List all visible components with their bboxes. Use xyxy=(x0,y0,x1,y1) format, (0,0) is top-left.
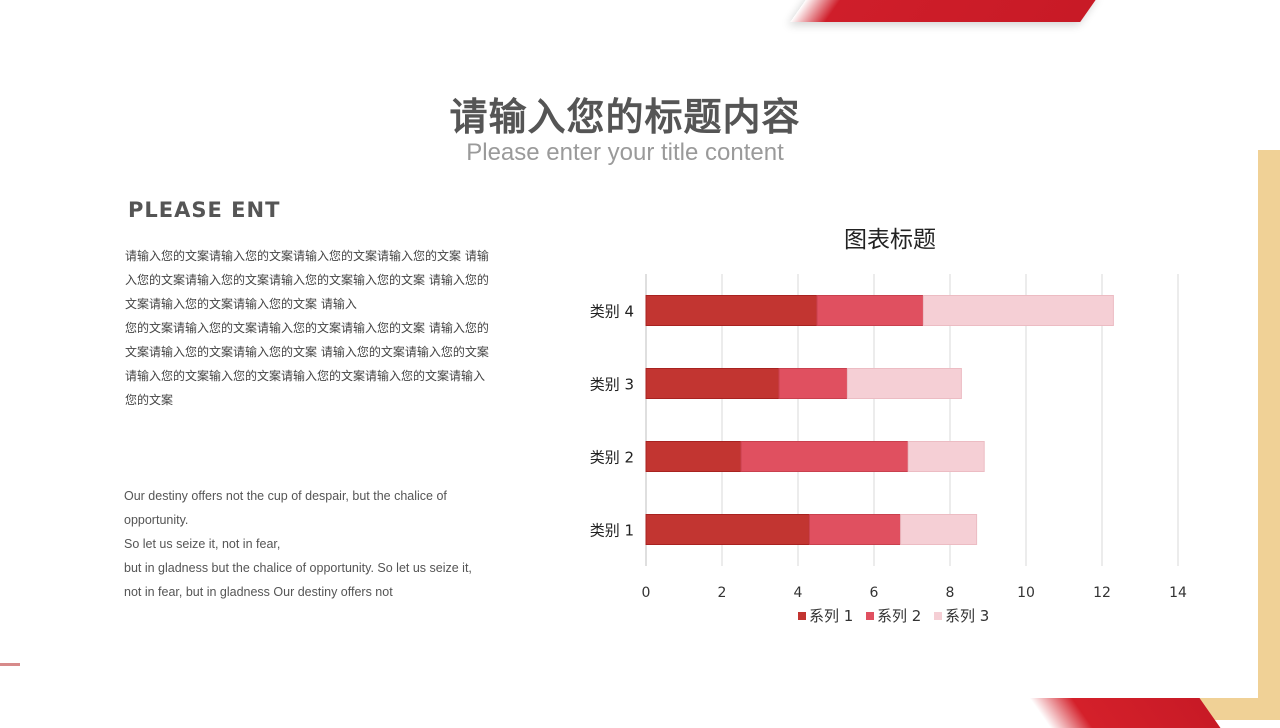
x-tick-label: 14 xyxy=(1169,585,1187,601)
x-tick-label: 2 xyxy=(718,585,727,601)
body-cn-line: 请输入您的文案输入您的文案请输入您的文案请输入您的文案请输入 xyxy=(125,369,486,383)
body-en-line: opportunity. xyxy=(124,513,189,527)
bar-2 xyxy=(778,368,848,399)
decor-bottom-red-stripe xyxy=(1029,698,1221,728)
category-label: 类别 1 xyxy=(590,522,634,540)
bar-1 xyxy=(645,368,780,399)
category-label: 类别 2 xyxy=(590,449,634,467)
legend-label: 系列 3 xyxy=(945,607,989,625)
decor-right-gold-stripe xyxy=(1258,150,1280,720)
category-label: 类别 3 xyxy=(590,376,634,394)
chart-container: 图表标题 0 2 4 6 8 10 12 14 类别 1 类别 2 类别 3 类别 4 系列 1 系列 2… xyxy=(560,210,1210,640)
body-text-cn: 请输入您的文案请输入您的文案请输入您的文案请输入您的文案 请输 入您的文案请输入… xyxy=(125,244,525,412)
bar-1 xyxy=(645,441,742,472)
legend-swatch xyxy=(934,612,942,620)
body-cn-line: 文案请输入您的文案请输入您的文案 请输入 xyxy=(125,297,357,311)
x-tick-label: 10 xyxy=(1017,585,1035,601)
body-en-line: not in fear, but in gladness Our destiny… xyxy=(124,585,393,599)
x-tick-label: 4 xyxy=(794,585,803,601)
legend-swatch xyxy=(866,612,874,620)
decor-top-red-stripe xyxy=(790,0,1100,22)
bar-3 xyxy=(846,368,962,399)
legend-swatch xyxy=(798,612,806,620)
body-cn-line: 您的文案 xyxy=(125,393,174,407)
stacked-bar-chart: 0 2 4 6 8 10 12 14 类别 1 类别 2 类别 3 类别 4 系列 1 系列 2 系列 3 xyxy=(590,274,1187,625)
legend-label: 系列 2 xyxy=(877,607,921,625)
x-tick-label: 12 xyxy=(1093,585,1111,601)
body-cn-line: 您的文案请输入您的文案请输入您的文案请输入您的文案 请输入您的 xyxy=(125,321,489,335)
bar-2 xyxy=(808,514,902,545)
body-cn-line: 请输入您的文案请输入您的文案请输入您的文案请输入您的文案 请输 xyxy=(125,249,489,263)
body-cn-line: 文案请输入您的文案请输入您的文案 请输入您的文案请输入您的文案 xyxy=(125,345,489,359)
body-cn-line: 入您的文案请输入您的文案请输入您的文案输入您的文案 请输入您的 xyxy=(125,273,489,287)
bar-3 xyxy=(907,441,985,472)
bar-2 xyxy=(740,441,909,472)
decor-left-accent-line xyxy=(0,663,20,666)
bar-3 xyxy=(922,295,1114,326)
section-heading: PLEASE ENT xyxy=(128,198,281,222)
x-tick-label: 6 xyxy=(870,585,879,601)
legend-label: 系列 1 xyxy=(809,607,853,625)
chart-title: 图表标题 xyxy=(844,227,936,253)
category-label: 类别 4 xyxy=(590,303,634,321)
body-en-line: So let us seize it, not in fear, xyxy=(124,537,281,551)
body-en-line: but in gladness but the chalice of oppor… xyxy=(124,561,472,575)
x-tick-label: 8 xyxy=(946,585,955,601)
bar-1 xyxy=(645,514,810,545)
body-text-en: Our destiny offers not the cup of despai… xyxy=(124,484,524,604)
bar-1 xyxy=(645,295,818,326)
body-en-line: Our destiny offers not the cup of despai… xyxy=(124,489,447,503)
page-subtitle: Please enter your title content xyxy=(466,139,784,166)
x-tick-label: 0 xyxy=(642,585,651,601)
bar-3 xyxy=(900,514,978,545)
bar-2 xyxy=(816,295,924,326)
page-title: 请输入您的标题内容 xyxy=(449,95,801,139)
